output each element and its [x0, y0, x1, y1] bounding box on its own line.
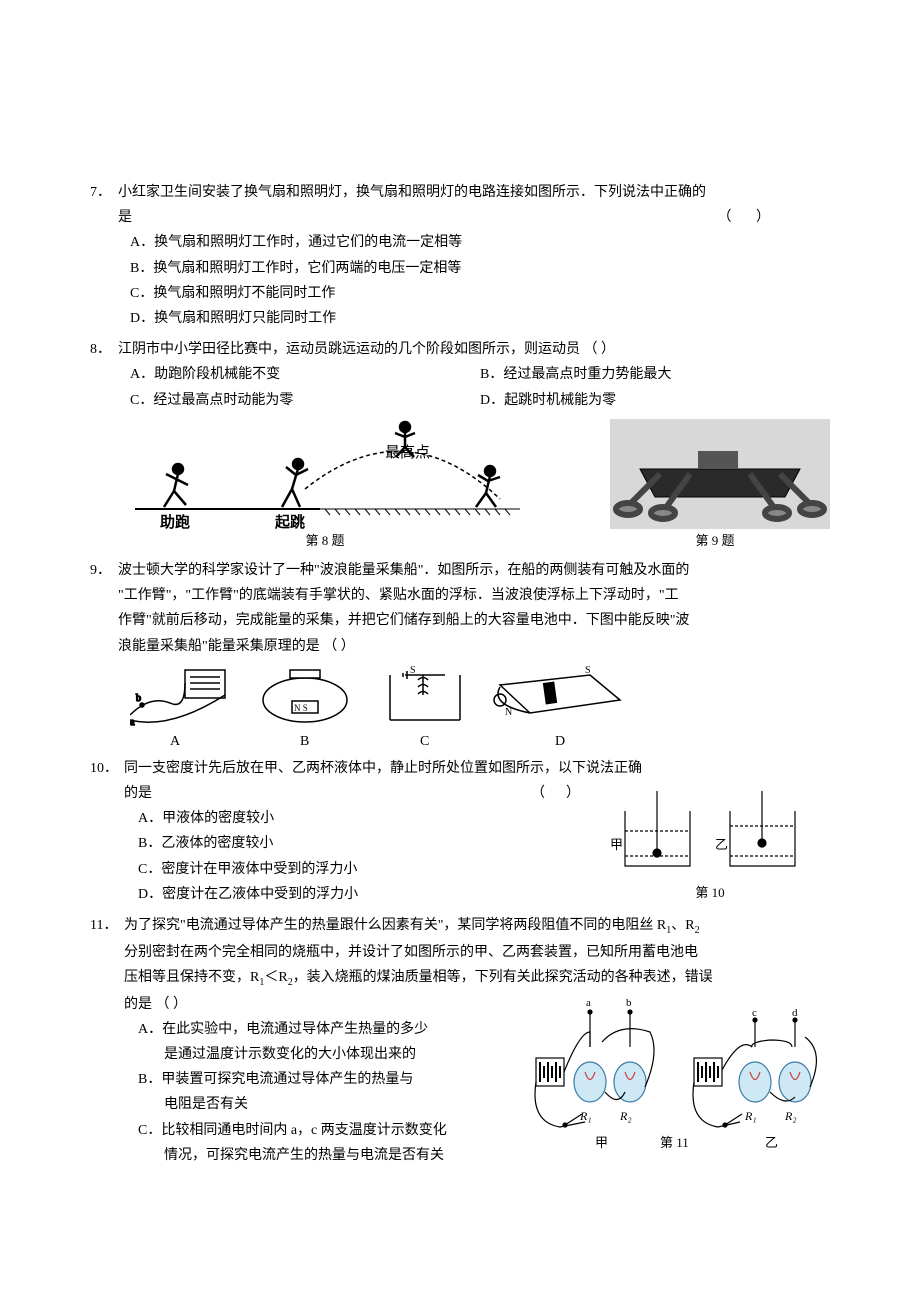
q7-option-d: D．换气扇和照明灯只能同时工作 — [130, 306, 830, 331]
q9-stem3: 作臂"就前后移动，完成能量的采集，并把它们储存到船上的大容量电池中．下图中能反映… — [118, 608, 830, 633]
q10-bracket: （ ） — [531, 781, 590, 806]
q7-number: 7． — [90, 180, 118, 205]
q11-option-a1: A．在此实验中，电流通过导体产生热量的多少 — [138, 1017, 530, 1042]
q11-stem3: 压相等且保持不变，R1＜R2，装入烧瓶的煤油质量相等，下列有关此探究活动的各种表… — [90, 965, 830, 992]
q9-label-a: A — [170, 734, 181, 749]
q11-option-b2: 电阻是否有关 — [138, 1092, 530, 1117]
q7-option-b: B．换气扇和照明灯工作时，它们两端的电压一定相等 — [130, 256, 830, 281]
q8-label-run: 助跑 — [160, 513, 190, 529]
q8-label-jump: 起跳 — [274, 513, 305, 529]
svg-text:S: S — [410, 665, 416, 676]
q9-circuit-options: b a N S S S N — [130, 665, 630, 750]
q10-label-yi: 乙 — [715, 837, 728, 852]
q7-option-c: C．换气扇和照明灯不能同时工作 — [130, 281, 830, 306]
question-11: 11． 为了探究"电流通过导体产生的热量跟什么因素有关"，某同学将两段阻值不同的… — [90, 913, 830, 1168]
q10-label-jia: 甲 — [610, 837, 623, 852]
q10-option-d: D．密度计在乙液体中受到的浮力小 — [138, 882, 590, 907]
q11-option-c2: 情况，可探究电流产生的热量与电流是否有关 — [138, 1143, 530, 1168]
q10-stem1: 同一支密度计先后放在甲、乙两杯液体中，静止时所处位置如图所示，以下说法正确 — [124, 756, 830, 781]
q11-label-yi: 乙 — [765, 1135, 778, 1150]
question-10: 10． 同一支密度计先后放在甲、乙两杯液体中，静止时所处位置如图所示，以下说法正… — [90, 756, 830, 907]
q9-label-c: C — [420, 734, 429, 749]
q8-options: A．助跑阶段机械能不变 B．经过最高点时重力势能最大 C．经过最高点时动能为零 … — [90, 362, 830, 412]
q8-label-peak: 最高点 — [385, 444, 430, 461]
q11-label-r1-a: R₁ — [579, 1109, 592, 1123]
q10-figure: 甲 乙 第 10 — [590, 781, 830, 904]
q8-jump-diagram: 助跑 起跳 最高点 — [130, 419, 520, 529]
q9-label-b: B — [300, 734, 309, 749]
q8-stem: 江阴市中小学田径比赛中，运动员跳远运动的几个阶段如图所示，则运动员 （ ） — [118, 337, 830, 362]
q7-option-a: A．换气扇和照明灯工作时，通过它们的电流一定相等 — [130, 230, 830, 255]
q11-label-c: c — [752, 1007, 757, 1019]
q10-header: 10． 同一支密度计先后放在甲、乙两杯液体中，静止时所处位置如图所示，以下说法正… — [90, 756, 830, 781]
q11-option-a2: 是通过温度计示数变化的大小体现出来的 — [138, 1042, 530, 1067]
q11-header: 11． 为了探究"电流通过导体产生的热量跟什么因素有关"，某同学将两段阻值不同的… — [90, 913, 830, 940]
q8-option-d: D．起跳时机械能为零 — [480, 388, 830, 413]
q8-option-c: C．经过最高点时动能为零 — [130, 388, 480, 413]
svg-text:b: b — [136, 693, 141, 704]
q11-stem1: 为了探究"电流通过导体产生的热量跟什么因素有关"，某同学将两段阻值不同的电阻丝 … — [124, 913, 830, 940]
q7-header: 7． 小红家卫生间安装了换气扇和照明灯，换气扇和照明灯的电路连接如图所示．下列说… — [90, 180, 830, 205]
q9-stem2: "工作臂"，"工作臂"的底端装有手掌状的、紧贴水面的浮标．当波浪使浮标上下浮动时… — [118, 583, 830, 608]
q10-number: 10． — [90, 756, 124, 781]
q9-stem1: 波士顿大学的科学家设计了一种"波浪能量采集船"．如图所示，在船的两侧装有可触及水… — [118, 558, 830, 583]
q11-label-r2-a: R₂ — [619, 1109, 632, 1123]
q10-option-a: A．甲液体的密度较小 — [138, 806, 590, 831]
q11-figure: a b R₁ R₂ — [530, 992, 830, 1152]
q9-header: 9． 波士顿大学的科学家设计了一种"波浪能量采集船"．如图所示，在船的两侧装有可… — [90, 558, 830, 659]
q9-label-d: D — [555, 734, 565, 749]
svg-text:N S: N S — [294, 703, 308, 713]
q9-options-figures: b a N S S S N — [90, 665, 830, 750]
q7-stem-line1: 小红家卫生间安装了换气扇和照明灯，换气扇和照明灯的电路连接如图所示．下列说法中正… — [118, 180, 830, 205]
q8-caption: 第 8 题 — [130, 529, 520, 552]
q8-number: 8． — [90, 337, 118, 362]
question-8: 8． 江阴市中小学田径比赛中，运动员跳远运动的几个阶段如图所示，则运动员 （ ）… — [90, 337, 830, 552]
q8-figures: 助跑 起跳 最高点 第 8 题 第 9 题 — [90, 419, 830, 552]
q9-number: 9． — [90, 558, 118, 583]
q11-number: 11． — [90, 913, 124, 938]
q10-stem2: 的是 — [124, 781, 152, 806]
q9-caption: 第 9 题 — [520, 529, 830, 552]
q9-stem4: 浪能量采集船"能量采集原理的是 （ ） — [118, 634, 830, 659]
svg-text:N: N — [505, 707, 512, 718]
q7-options: A．换气扇和照明灯工作时，通过它们的电流一定相等 B．换气扇和照明灯工作时，它们… — [90, 230, 830, 331]
q9-ship-diagram — [610, 419, 830, 529]
q10-option-c: C．密度计在甲液体中受到的浮力小 — [138, 857, 590, 882]
question-7: 7． 小红家卫生间安装了换气扇和照明灯，换气扇和照明灯的电路连接如图所示．下列说… — [90, 180, 830, 331]
q7-stem-line2: 是 — [118, 205, 132, 230]
q11-caption-inline: 第 11 — [660, 1135, 689, 1150]
q11-option-b1: B．甲装置可探究电流通过导体产生的热量与 — [138, 1067, 530, 1092]
question-9: 9． 波士顿大学的科学家设计了一种"波浪能量采集船"．如图所示，在船的两侧装有可… — [90, 558, 830, 750]
q11-label-d: d — [792, 1007, 798, 1019]
q8-option-b: B．经过最高点时重力势能最大 — [480, 362, 830, 387]
q11-label-jia: 甲 — [595, 1135, 608, 1150]
q10-option-b: B．乙液体的密度较小 — [138, 831, 590, 856]
q11-stem2: 分别密封在两个完全相同的烧瓶中，并设计了如图所示的甲、乙两套装置，已知所用蓄电池… — [90, 940, 830, 965]
q8-header: 8． 江阴市中小学田径比赛中，运动员跳远运动的几个阶段如图所示，则运动员 （ ） — [90, 337, 830, 362]
svg-text:S: S — [585, 665, 591, 676]
q8-option-a: A．助跑阶段机械能不变 — [130, 362, 480, 387]
q11-label-b: b — [626, 997, 632, 1009]
q11-label-r1-b: R₁ — [744, 1109, 757, 1123]
q11-stem4: 的是 （ ） — [124, 992, 530, 1017]
q11-label-r2-b: R₂ — [784, 1109, 797, 1123]
q10-caption: 第 10 — [590, 881, 830, 904]
svg-text:a: a — [130, 717, 135, 728]
q11-label-a: a — [586, 997, 591, 1009]
q7-bracket: （ ） — [718, 205, 831, 230]
q11-option-c1: C．比较相同通电时间内 a，c 两支温度计示数变化 — [138, 1118, 530, 1143]
